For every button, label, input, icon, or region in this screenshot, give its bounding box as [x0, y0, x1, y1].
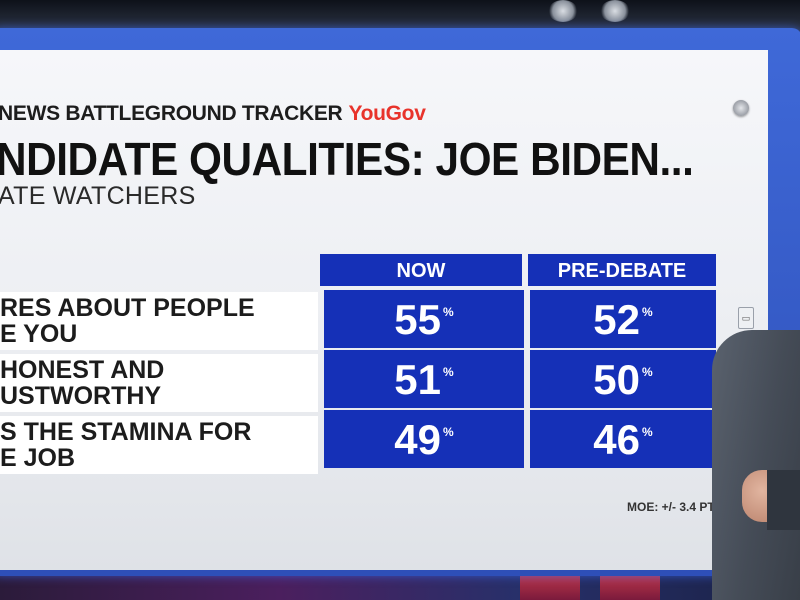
value: 55: [394, 296, 442, 343]
percent-sign: %: [642, 365, 653, 379]
margin-of-error: MOE: +/- 3.4 PTS.: [627, 500, 727, 514]
percent-sign: %: [443, 425, 454, 439]
row-label-line: E YOU: [0, 320, 78, 348]
presenter: [712, 320, 800, 600]
value: 52: [593, 296, 641, 343]
tracker-title: NEWS BATTLEGROUND TRACKER: [0, 102, 343, 125]
percent-sign: %: [642, 425, 653, 439]
page-title: NDIDATE QUALITIES: JOE BIDEN...: [0, 133, 694, 185]
value-cell-pre-debate: 46%: [530, 410, 716, 468]
floor-stripe: [600, 572, 660, 600]
row-label: RES ABOUT PEOPLE E YOU: [0, 292, 318, 350]
presenter-cuff: [767, 470, 800, 530]
screen-knob: [733, 100, 749, 116]
presenter-suit: [712, 330, 800, 600]
value: 51: [394, 356, 442, 403]
row-label: HONEST AND USTWORTHY: [0, 354, 318, 412]
value-cell-pre-debate: 52%: [530, 290, 716, 348]
row-label-line: S THE STAMINA FOR: [0, 418, 252, 446]
floor-stripe: [520, 572, 580, 600]
percent-sign: %: [443, 305, 454, 319]
row-label: S THE STAMINA FOR E JOB: [0, 416, 318, 474]
value: 46: [593, 416, 641, 463]
column-header-now: NOW: [320, 254, 522, 286]
tracker-header: NEWS BATTLEGROUND TRACKER YouGov: [0, 102, 426, 126]
value-cell-pre-debate: 50%: [530, 350, 716, 408]
row-label-line: RES ABOUT PEOPLE: [0, 294, 255, 322]
yougov-logo: YouGov: [348, 102, 426, 125]
value-cell-now: 55%: [324, 290, 524, 348]
value: 50: [593, 356, 641, 403]
graphic-screen: NEWS BATTLEGROUND TRACKER YouGov NDIDATE …: [0, 50, 768, 570]
subtitle: ATE WATCHERS: [0, 182, 196, 210]
row-label-line: E JOB: [0, 444, 76, 472]
row-label-line: HONEST AND: [0, 356, 165, 384]
studio-light: [548, 0, 578, 22]
value-cell-now: 51%: [324, 350, 524, 408]
row-label-line: USTWORTHY: [0, 382, 162, 410]
side-badge-icon: ▭: [738, 307, 754, 329]
value-cell-now: 49%: [324, 410, 524, 468]
value: 49: [394, 416, 442, 463]
studio-light: [600, 0, 630, 22]
percent-sign: %: [642, 305, 653, 319]
percent-sign: %: [443, 365, 454, 379]
column-header-pre-debate: PRE-DEBATE: [528, 254, 716, 286]
